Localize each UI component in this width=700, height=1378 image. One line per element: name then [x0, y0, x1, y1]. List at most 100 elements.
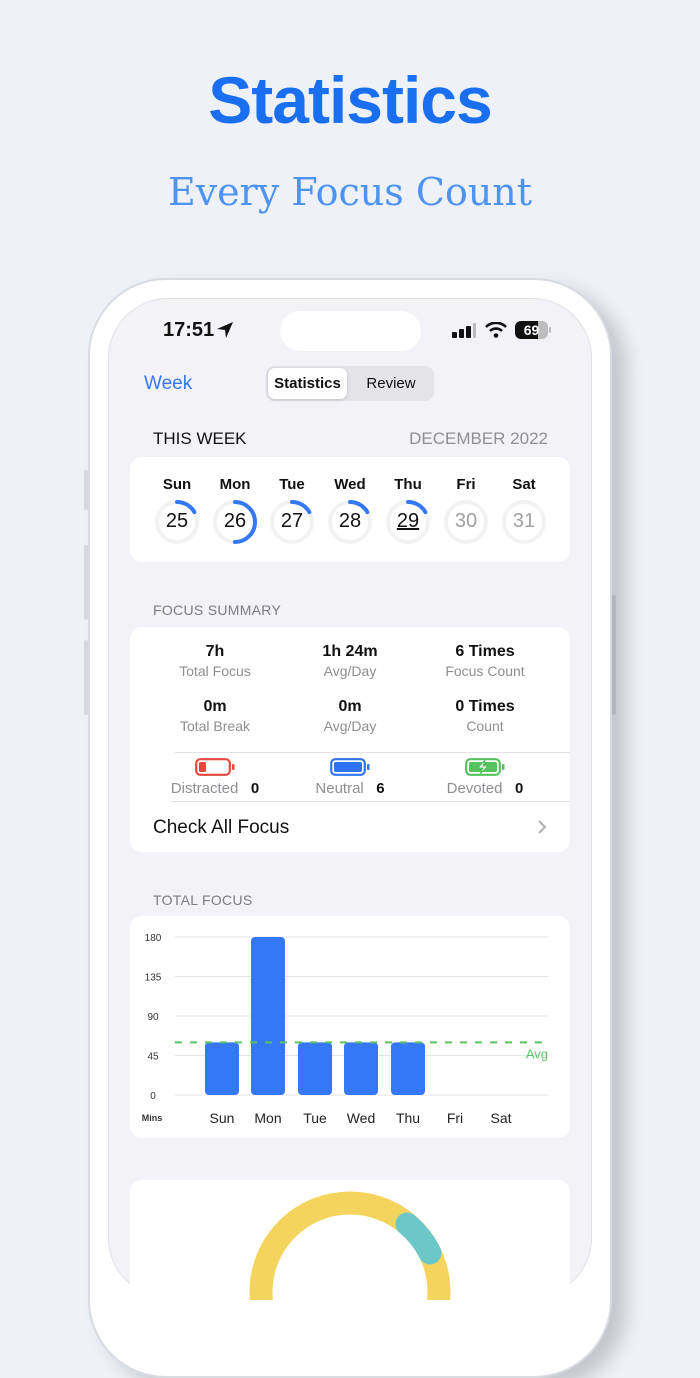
day-tue[interactable]: Tue 27	[264, 476, 320, 548]
total-focus-card	[130, 916, 570, 1138]
day-name: Thu	[394, 476, 422, 493]
mood-label: Neutral	[315, 780, 364, 797]
day-date: 26	[223, 510, 247, 532]
day-progress-ring	[502, 500, 546, 544]
day-fri[interactable]: Fri 30	[438, 476, 494, 548]
day-progress-ring	[213, 500, 257, 544]
stat-value: 0 Times	[455, 698, 515, 715]
day-date: 29	[396, 510, 420, 532]
day-name: Fri	[456, 476, 476, 493]
mood-distracted: Distracted 0	[135, 780, 295, 797]
day-sat[interactable]: Sat 31	[496, 476, 552, 548]
tab-statistics[interactable]: Statistics	[268, 368, 347, 399]
location-arrow-icon	[217, 322, 233, 338]
mood-label: Devoted	[446, 780, 503, 797]
week-button[interactable]: Week	[144, 373, 193, 394]
battery-tip	[549, 327, 551, 333]
day-date: 30	[454, 510, 478, 532]
x-tick-label: Sun	[210, 1110, 235, 1126]
mood-devoted: Devoted 0	[405, 780, 565, 797]
day-progress-ring	[270, 500, 314, 544]
day-date: 31	[512, 510, 536, 532]
y-tick-label: 180	[145, 933, 162, 944]
day-progress-ring	[386, 500, 430, 544]
mood-count: 0	[250, 780, 260, 797]
stat-value: 1h 24m	[322, 643, 378, 660]
x-tick-label: Tue	[303, 1110, 327, 1126]
battery-low-icon	[195, 758, 235, 776]
stat-label: Avg/Day	[323, 663, 377, 679]
stat-value: 7h	[205, 643, 225, 660]
battery-level: 69	[523, 322, 540, 338]
check-all-focus-row[interactable]: Check All Focus	[130, 803, 570, 851]
page-subtitle: Every Focus Count	[167, 170, 533, 214]
x-tick-label: Sat	[490, 1110, 511, 1126]
day-name: Sat	[512, 476, 536, 493]
day-date: 25	[165, 510, 189, 532]
mood-label: Distracted	[170, 780, 239, 797]
divider	[175, 752, 570, 753]
status-time: 17:51	[163, 319, 215, 341]
mood-count: 6	[376, 780, 385, 797]
x-tick-label: Thu	[396, 1110, 420, 1126]
day-date: 28	[338, 510, 362, 532]
donut-chart	[249, 1191, 451, 1300]
day-name: Wed	[334, 476, 366, 493]
dynamic-island	[280, 311, 421, 351]
x-tick-label: Mon	[254, 1110, 281, 1126]
month-label: DECEMBER 2022	[409, 429, 548, 448]
summary-card	[130, 627, 570, 852]
stat-value: 0m	[338, 698, 362, 715]
day-wed[interactable]: Wed 28	[322, 476, 378, 548]
bar-mon	[251, 937, 285, 1095]
day-progress-ring	[444, 500, 488, 544]
day-date: 27	[280, 510, 304, 532]
day-thu[interactable]: Thu 29	[380, 476, 436, 548]
total-focus-section-title: TOTAL FOCUS	[153, 892, 253, 908]
day-sun[interactable]: Sun 25	[149, 476, 205, 548]
segmented-control: Statistics Review	[266, 366, 434, 401]
y-tick-label: 135	[145, 973, 162, 984]
tab-review[interactable]: Review	[366, 375, 416, 392]
stat-label: Count	[466, 718, 504, 734]
week-card	[130, 457, 570, 562]
day-name: Mon	[219, 476, 251, 493]
cellular-signal-icon	[452, 323, 476, 338]
summary-section-title: FOCUS SUMMARY	[153, 602, 282, 618]
donut-segment-teal	[395, 1212, 442, 1265]
phone-side-button	[84, 470, 88, 510]
stat-label: Focus Count	[445, 663, 525, 679]
mood-neutral: Neutral 6	[270, 780, 430, 797]
y-axis-label: Mins	[142, 1113, 163, 1123]
page-title: Statistics	[208, 63, 492, 137]
bar-thu	[391, 1042, 425, 1095]
battery-icon: 69	[515, 321, 548, 339]
day-mon[interactable]: Mon 26	[207, 476, 263, 548]
y-tick-label: 45	[147, 1052, 159, 1063]
battery-full-icon	[330, 758, 370, 776]
y-tick-label: 90	[147, 1012, 159, 1023]
phone-side-button	[84, 640, 88, 715]
day-progress-ring	[155, 500, 199, 544]
phone-side-button	[84, 545, 88, 620]
divider	[170, 801, 570, 802]
week-section-title: THIS WEEK	[153, 429, 247, 448]
stat-label: Total Focus	[179, 663, 251, 679]
mood-count: 0	[515, 780, 524, 797]
total-focus-chart: 0 45 90 135 180 Mins Sun Mon Tue Wed Thu Fri Sat Avg	[142, 933, 548, 1126]
y-tick-label: 0	[150, 1091, 156, 1102]
bar-tue	[298, 1042, 332, 1095]
check-all-focus-label: Check All Focus	[153, 817, 290, 838]
bar-wed	[344, 1042, 378, 1095]
x-tick-label: Fri	[447, 1110, 463, 1126]
battery-charging-icon	[465, 758, 505, 776]
average-label: Avg	[526, 1046, 548, 1061]
bar-sun	[205, 1042, 239, 1095]
stat-value: 6 Times	[455, 643, 515, 660]
stat-value: 0m	[203, 698, 227, 715]
mood-donut-card	[130, 1180, 570, 1300]
day-name: Tue	[279, 476, 305, 493]
day-name: Sun	[162, 476, 192, 493]
stat-label: Total Break	[179, 718, 251, 734]
stat-label: Avg/Day	[323, 718, 377, 734]
